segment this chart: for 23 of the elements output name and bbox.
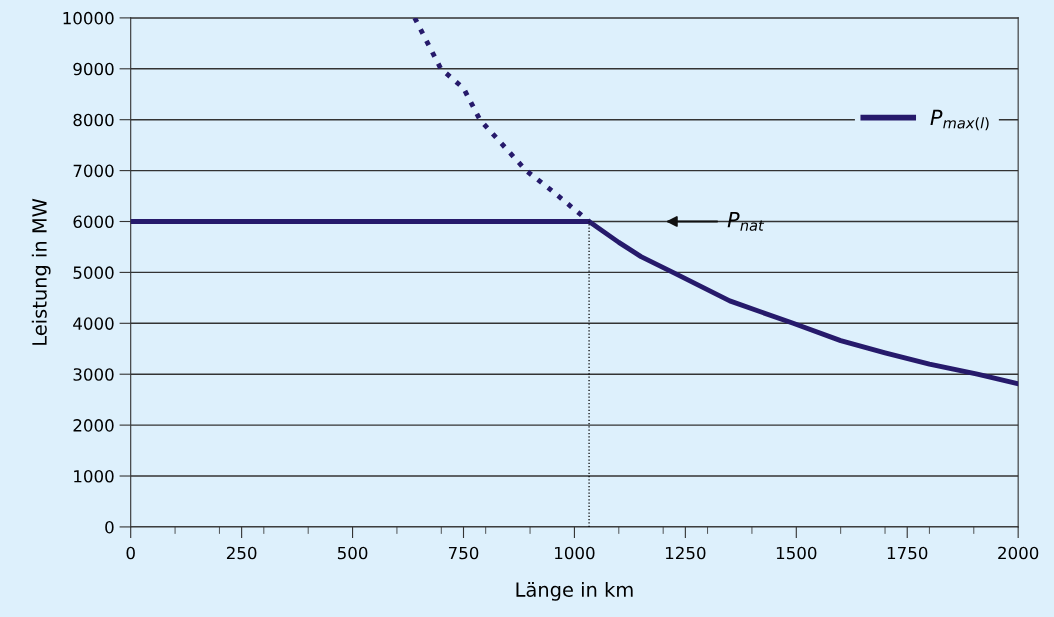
y-tick-label: 4000 [73,317,114,330]
x-tick-label: 1000 [555,546,595,560]
x-tick-label: 1750 [887,546,928,560]
y-tick-label: 3000 [73,368,114,381]
y-tick-label: 8000 [73,113,114,127]
y-tick-label: 7000 [73,164,114,178]
x-tick-label: 1500 [776,546,817,560]
x-tick-label: 250 [226,546,257,560]
x-tick-label: 1250 [665,546,706,560]
y-tick-label: 9000 [73,62,114,76]
x-tick-label: 2000 [998,546,1039,560]
y-tick-label: 1000 [74,469,114,483]
y-axis-title: Leistung in MW [31,198,51,345]
y-tick-label: 5000 [73,266,114,279]
y-tick-label: 2000 [73,419,114,432]
y-tick-label: 6000 [73,215,114,229]
x-axis-title: Länge in km [516,581,633,601]
x-tick-label: 0 [126,546,135,560]
x-tick-label: 500 [337,546,368,560]
y-tick-label: 10000 [63,11,114,25]
x-tick-label: 750 [448,546,479,560]
y-tick-label: 0 [105,520,114,534]
legend-label: P$_{max(l)}$ [930,109,989,131]
